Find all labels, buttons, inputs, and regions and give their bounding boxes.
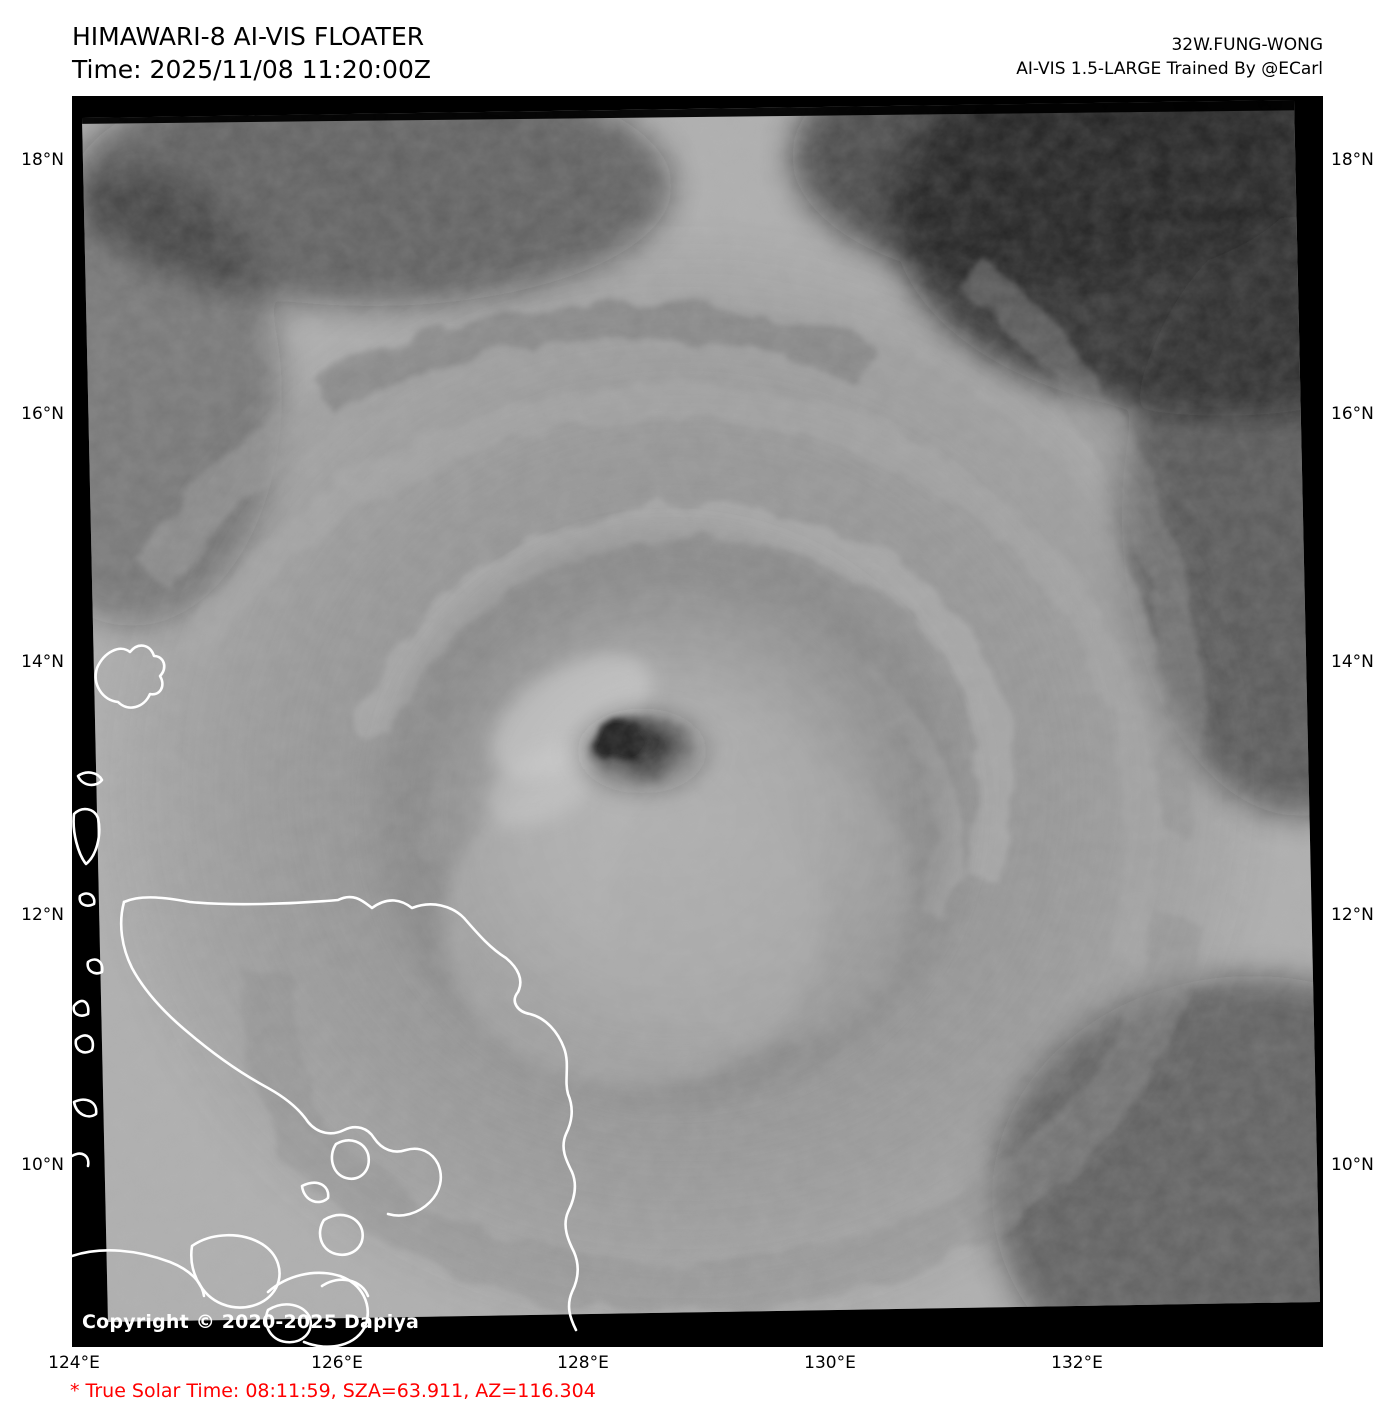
model-credit: AI-VIS 1.5-LARGE Trained By @ECarl — [1016, 59, 1323, 79]
lat-tick-left-14n: 14°N — [21, 652, 64, 672]
header-right-block: 32W.FUNG-WONG AI-VIS 1.5-LARGE Trained B… — [1016, 33, 1323, 81]
lat-tick-right-10n: 10°N — [1331, 1155, 1374, 1175]
satellite-image-plot[interactable]: Copyright © 2020-2025 Dapiya — [72, 96, 1323, 1347]
lon-tick-128e: 128°E — [557, 1353, 609, 1373]
coastline-overlay — [72, 644, 579, 1347]
solar-geometry-note: * True Solar Time: 08:11:59, SZA=63.911,… — [70, 1380, 596, 1402]
storm-id: 32W.FUNG-WONG — [1171, 35, 1323, 55]
lat-tick-right-18n: 18°N — [1331, 150, 1374, 170]
page-title: HIMAWARI-8 AI-VIS FLOATER — [72, 22, 425, 51]
observation-time: Time: 2025/11/08 11:20:00Z — [72, 55, 431, 84]
header-left-block: HIMAWARI-8 AI-VIS FLOATER Time: 2025/11/… — [72, 20, 431, 86]
lat-tick-right-12n: 12°N — [1331, 905, 1374, 925]
copyright-notice: Copyright © 2020-2025 Dapiya — [82, 1311, 420, 1333]
lat-tick-right-16n: 16°N — [1331, 404, 1374, 424]
lat-tick-left-10n: 10°N — [21, 1155, 64, 1175]
lon-tick-132e: 132°E — [1051, 1353, 1103, 1373]
lon-tick-126e: 126°E — [311, 1353, 363, 1373]
satellite-imagery-svg — [72, 96, 1323, 1347]
lat-tick-right-14n: 14°N — [1331, 652, 1374, 672]
lon-tick-124e: 124°E — [48, 1353, 100, 1373]
satellite-swath — [82, 100, 1320, 1322]
lon-tick-130e: 130°E — [804, 1353, 856, 1373]
lat-tick-left-16n: 16°N — [21, 404, 64, 424]
lat-tick-left-18n: 18°N — [21, 150, 64, 170]
lat-tick-left-12n: 12°N — [21, 905, 64, 925]
